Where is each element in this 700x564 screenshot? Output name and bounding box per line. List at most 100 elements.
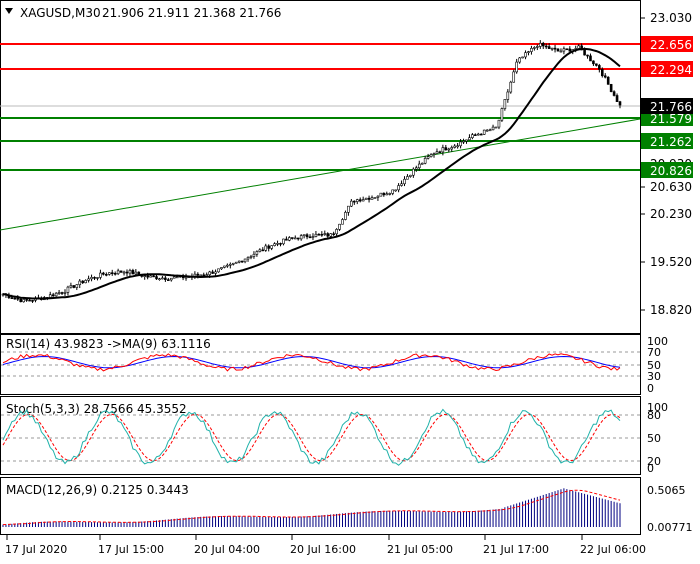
candle-body <box>394 189 397 192</box>
candle-body <box>586 54 589 57</box>
candle-body <box>329 233 332 237</box>
candle-body <box>169 277 173 281</box>
candle-body <box>305 234 309 238</box>
candle-body <box>25 299 28 301</box>
candle-body <box>128 270 132 274</box>
macd-label: MACD(12,26,9) 0.2125 0.3443 <box>6 483 189 497</box>
candle-body <box>417 163 421 169</box>
candle-body <box>479 133 483 136</box>
candle-body <box>347 205 350 213</box>
candle-body <box>615 95 619 102</box>
main-panel[interactable]: XAGUSD,M30 21.906 21.911 21.368 21.766 2… <box>0 0 693 334</box>
candle-body <box>293 237 297 240</box>
candle-body <box>279 243 282 245</box>
candle-body <box>229 263 232 266</box>
macd-axis: 0.5065 0.00771 <box>647 484 693 534</box>
candle-body <box>155 276 158 280</box>
candle-body <box>553 47 557 50</box>
candle-body <box>512 71 516 83</box>
price-tick-label: 20.230 <box>650 207 692 221</box>
candle-body <box>432 153 436 155</box>
candle-body <box>285 238 288 241</box>
rsi-panel[interactable]: RSI(14) 43.9823 ->MA(9) 63.1116 10070503… <box>0 334 669 396</box>
candle-body <box>412 168 415 176</box>
candle-body <box>332 233 335 236</box>
candle-body <box>270 245 273 249</box>
time-tick-label: 22 Jul 06:00 <box>580 543 646 556</box>
dropdown-triangle-icon[interactable] <box>5 8 13 14</box>
candle-body <box>361 199 365 202</box>
moving-average <box>2 47 621 300</box>
rsi-tick-label: 70 <box>647 346 661 359</box>
stoch-label: Stoch(5,3,3) 28.7566 45.3552 <box>6 402 187 416</box>
candle-body <box>237 260 241 263</box>
candle-body <box>350 200 353 207</box>
candle-body <box>223 265 226 268</box>
candle-body <box>87 278 90 281</box>
candle-body <box>314 233 318 237</box>
support-resistance-levels <box>0 43 640 171</box>
candle-body <box>205 274 208 276</box>
candle-body <box>403 178 406 185</box>
candle-body <box>450 147 454 150</box>
candle-body <box>211 271 214 274</box>
candle-body <box>373 197 377 199</box>
candle-body <box>358 199 362 202</box>
candle-body <box>388 193 392 195</box>
candle-body <box>598 65 601 70</box>
candle-body <box>107 272 111 275</box>
price-tick-label: 23.030 <box>650 11 692 25</box>
candle-body <box>527 51 530 53</box>
time-axis: 17 Jul 2020 17 Jul 15:00 20 Jul 04:00 20 Ju… <box>5 535 646 556</box>
candle-body <box>161 277 164 280</box>
rsi-lines <box>2 353 621 372</box>
candle-body <box>13 297 17 300</box>
price-tag-label: 21.579 <box>650 112 692 126</box>
candle-body <box>488 129 492 132</box>
candle-body <box>28 299 31 302</box>
candle-body <box>409 174 412 177</box>
candle-body <box>521 56 524 59</box>
candle-body <box>48 294 52 298</box>
candle-body <box>338 223 341 230</box>
candles <box>1 40 622 303</box>
candle-body <box>320 233 324 236</box>
candle-body <box>78 280 82 285</box>
candle-body <box>54 292 58 297</box>
price-tag-label: 21.262 <box>650 135 692 149</box>
candle-body <box>500 108 504 121</box>
candle-body <box>22 299 25 303</box>
candle-body <box>397 185 400 191</box>
candle-body <box>518 57 521 63</box>
candle-body <box>31 300 34 302</box>
candle-body <box>217 268 220 273</box>
symbol-label: XAGUSD,M30 <box>20 6 101 20</box>
candle-body <box>296 237 300 240</box>
candle-body <box>202 274 206 277</box>
candle-body <box>10 297 14 299</box>
candle-body <box>72 285 76 288</box>
candle-body <box>568 48 572 52</box>
rsi-ma-line <box>2 355 621 369</box>
candle-body <box>84 280 87 284</box>
rsi-tick-label: 30 <box>647 370 661 383</box>
candle-body <box>459 141 462 147</box>
candle-body <box>125 271 129 274</box>
resistance-price-tag <box>641 36 693 52</box>
macd-panel[interactable]: MACD(12,26,9) 0.2125 0.3443 0.5065 0.0077… <box>0 477 693 535</box>
candle-body <box>547 46 551 49</box>
candle-body <box>524 52 527 58</box>
candle-body <box>533 47 536 49</box>
candle-body <box>196 273 200 276</box>
candle-body <box>323 233 327 235</box>
candle-body <box>503 99 507 109</box>
candle-body <box>282 238 285 245</box>
candle-body <box>438 151 442 154</box>
trend-line <box>0 118 641 231</box>
time-tick-label: 20 Jul 16:00 <box>290 543 356 556</box>
candle-body <box>441 147 445 153</box>
candle-body <box>444 147 448 151</box>
price-tick-label: 19.520 <box>650 255 692 269</box>
